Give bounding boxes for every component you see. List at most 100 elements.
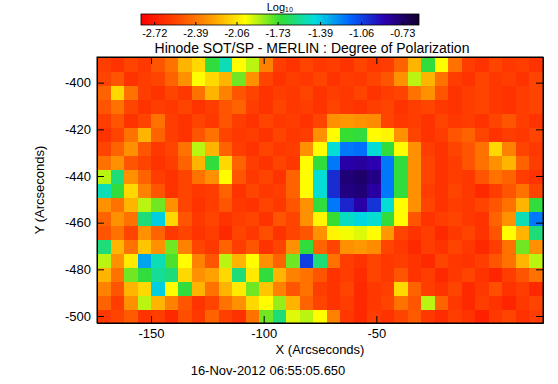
heatmap-cell <box>219 267 233 282</box>
heatmap-cell <box>340 99 354 114</box>
colorbar-tick-label: -1.39 <box>308 27 333 39</box>
heatmap-cell <box>462 169 476 184</box>
heatmap-cell <box>165 127 179 142</box>
heatmap-cell <box>327 267 341 282</box>
heatmap-cell <box>408 71 422 86</box>
heatmap-cell <box>313 155 327 170</box>
heatmap-cell <box>408 239 422 254</box>
heatmap-cell <box>475 183 489 198</box>
heatmap-cell <box>394 169 408 184</box>
tick-mark <box>151 57 152 64</box>
heatmap-cell <box>502 141 516 156</box>
colorbar-title: Log₁₀ <box>267 1 294 13</box>
heatmap-cell <box>354 295 368 310</box>
heatmap-cell <box>421 239 435 254</box>
heatmap-cell <box>516 225 530 240</box>
heatmap-cell <box>286 169 300 184</box>
heatmap-cell <box>286 281 300 296</box>
heatmap-cell <box>111 99 125 114</box>
heatmap-cell <box>97 239 111 254</box>
tick: -100 <box>251 316 277 341</box>
y-axis-title: Y (Arcseconds) <box>32 146 47 235</box>
heatmap-cell <box>516 99 530 114</box>
heatmap-cell <box>97 309 111 323</box>
heatmap-cell <box>273 267 287 282</box>
heatmap-cell <box>475 71 489 86</box>
heatmap-cell <box>435 267 449 282</box>
heatmap-cell <box>408 169 422 184</box>
heatmap-cell <box>354 239 368 254</box>
heatmap-cell <box>435 71 449 86</box>
heatmap-cell <box>381 127 395 142</box>
heatmap-cell <box>111 211 125 226</box>
heatmap-cell <box>259 281 273 296</box>
heatmap-cell <box>435 141 449 156</box>
heatmap-cell <box>300 281 314 296</box>
heatmap-cell <box>475 141 489 156</box>
heatmap-cell <box>354 57 368 72</box>
heatmap-cell <box>246 141 260 156</box>
heatmap-cell <box>354 267 368 282</box>
heatmap-cell <box>435 211 449 226</box>
heatmap-cell <box>232 155 246 170</box>
colorbar: -2.72-2.39-2.06-1.73-1.39-1.06-0.73Log₁₀ <box>141 1 419 39</box>
heatmap-cell <box>300 239 314 254</box>
heatmap-cell <box>192 309 206 323</box>
heatmap-cell <box>151 85 165 100</box>
heatmap-cell <box>138 127 152 142</box>
heatmap-cell <box>489 183 503 198</box>
heatmap-cell <box>111 169 125 184</box>
heatmap-cell <box>124 71 138 86</box>
heatmap-cell <box>489 239 503 254</box>
heatmap-cell <box>192 239 206 254</box>
heatmap-cell <box>435 225 449 240</box>
heatmap-cell <box>273 113 287 128</box>
heatmap-cell <box>138 141 152 156</box>
heatmap-cell <box>340 309 354 323</box>
heatmap-cell <box>138 253 152 268</box>
heatmap-cell <box>516 239 530 254</box>
heatmap-cell <box>448 225 462 240</box>
heatmap-cell <box>138 85 152 100</box>
heatmap-cell <box>192 141 206 156</box>
tick-label: -440 <box>65 169 91 184</box>
heatmap-cell <box>327 295 341 310</box>
heatmap-cell <box>381 197 395 212</box>
heatmap-cell <box>421 85 435 100</box>
heatmap-cell <box>246 197 260 212</box>
colorbar-tick-label: -1.06 <box>349 27 374 39</box>
heatmap-cell <box>286 183 300 198</box>
heatmap-cell <box>124 267 138 282</box>
heatmap-cell <box>151 253 165 268</box>
heatmap-cell <box>178 99 192 114</box>
heatmap-cell <box>97 183 111 198</box>
heatmap-cell <box>300 71 314 86</box>
heatmap-cell <box>354 85 368 100</box>
heatmap-cell <box>448 239 462 254</box>
heatmap-cell <box>273 85 287 100</box>
heatmap-cell <box>138 57 152 72</box>
heatmap-cell <box>462 211 476 226</box>
heatmap-cell <box>205 281 219 296</box>
heatmap-cell <box>165 211 179 226</box>
heatmap-cell <box>151 113 165 128</box>
heatmap-cell <box>178 295 192 310</box>
heatmap-cell <box>448 197 462 212</box>
heatmap-cell <box>354 197 368 212</box>
heatmap-cell <box>516 211 530 226</box>
heatmap-cell <box>192 295 206 310</box>
heatmap-cell <box>246 127 260 142</box>
heatmap-cell <box>529 183 543 198</box>
heatmap-cell <box>354 141 368 156</box>
heatmap-cell <box>259 127 273 142</box>
heatmap-cell <box>286 155 300 170</box>
heatmap-cell <box>394 295 408 310</box>
heatmap-cell <box>286 211 300 226</box>
heatmap-cell <box>124 211 138 226</box>
heatmap-cell <box>381 309 395 323</box>
heatmap-cell <box>381 267 395 282</box>
y-axis: -500-480-460-440-420-400 <box>65 58 104 324</box>
heatmap-cell <box>381 225 395 240</box>
heatmap-cell <box>516 85 530 100</box>
heatmap-cell <box>367 99 381 114</box>
